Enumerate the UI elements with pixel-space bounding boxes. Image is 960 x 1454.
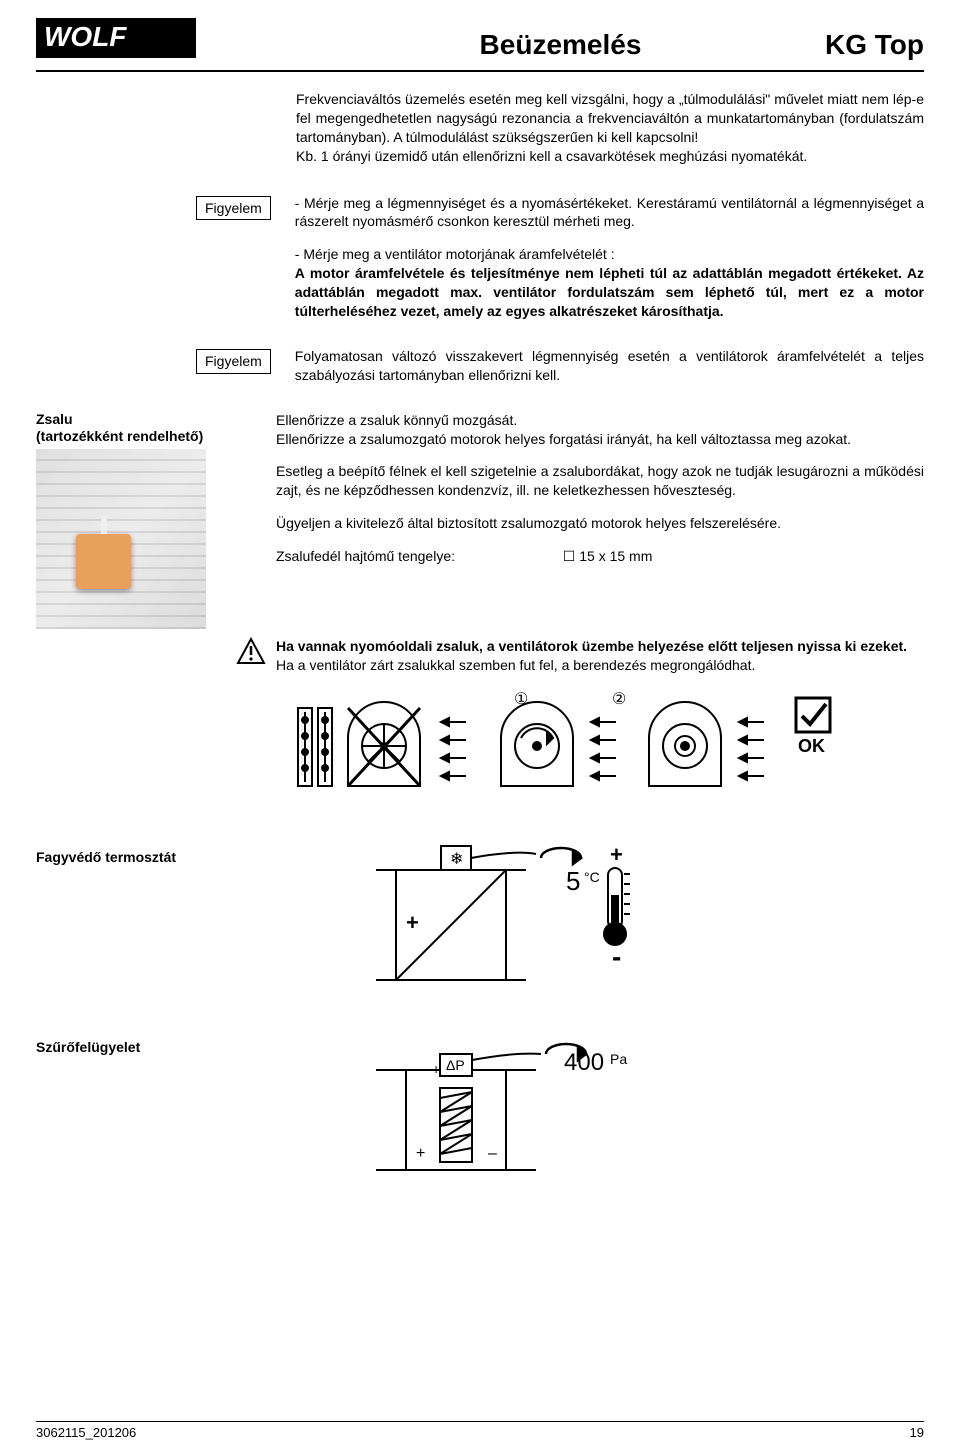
attention-label-2: Figyelem — [196, 349, 271, 374]
minus-icon: - — [612, 941, 621, 972]
svg-text:–: – — [476, 1061, 484, 1077]
frost-thermostat-section: Fagyvédő termosztát ❄ + — [36, 840, 924, 990]
attention1-p2-lead: - Mérje meg a ventilátor motorjának áram… — [295, 246, 615, 262]
attention1-p2: - Mérje meg a ventilátor motorjának áram… — [295, 245, 924, 321]
damper-p2: Ellenőrizze a zsalumozgató motorok helye… — [276, 430, 924, 449]
damper-title-line2: (tartozékként rendelhető) — [36, 428, 203, 444]
page-title: Beüzemelés — [480, 26, 642, 64]
footer-page-number: 19 — [910, 1424, 924, 1442]
ok-label: OK — [798, 736, 825, 756]
intro-p2: Kb. 1 órányi üzemidő után ellenőrizni ke… — [296, 147, 924, 166]
attention1-p1: - Mérje meg a légmennyiséget és a nyomás… — [295, 194, 924, 232]
square-icon: ☐ — [563, 548, 576, 564]
page-header: WOLF Beüzemelés KG Top — [36, 18, 924, 72]
damper-warn-text: Ha vannak nyomóoldali zsaluk, a ventilát… — [276, 637, 924, 675]
damper-title-line1: Zsalu — [36, 411, 73, 427]
filter-unit: Pa — [610, 1051, 627, 1067]
intro-text: Frekvenciaváltós üzemelés esetén meg kel… — [296, 90, 924, 166]
damper-p4: Ügyeljen a kivitelező által biztosított … — [276, 514, 924, 533]
damper-photo — [36, 449, 206, 629]
filter-monitor-diagram: ΔP + – + – 400 Pa — [366, 1030, 924, 1180]
dp-symbol: ΔP — [446, 1057, 465, 1073]
frost-thermostat-label: Fagyvédő termosztát — [36, 840, 366, 867]
filter-value: 400 — [564, 1049, 604, 1076]
damper-actuator-icon — [76, 534, 131, 589]
damper-shaft-value: 15 x 15 mm — [579, 548, 652, 564]
circle-2-label: ② — [612, 691, 626, 708]
damper-section: Zsalu (tartozékként rendelhető) Ellenőri… — [36, 411, 924, 629]
thermo-value: 5 — [566, 866, 580, 896]
attention1-p2-bold: A motor áramfelvétele és teljesítménye n… — [295, 265, 924, 319]
attention-block-1: Figyelem - Mérje meg a légmennyiséget és… — [196, 194, 924, 321]
product-title: KG Top — [825, 26, 924, 64]
damper-p1: Ellenőrizze a zsaluk könnyű mozgását. — [276, 411, 924, 430]
svg-text:+: + — [416, 1145, 425, 1162]
warning-triangle-icon — [236, 637, 266, 665]
frost-thermostat-diagram: ❄ + 5 °C — [366, 840, 924, 990]
plus-icon: + — [610, 842, 623, 867]
attention2-text: Folyamatosan változó visszakevert légmen… — [295, 347, 924, 385]
attention-block-2: Figyelem Folyamatosan változó visszakeve… — [196, 347, 924, 385]
wolf-logo: WOLF — [36, 18, 196, 64]
filter-monitor-section: Szűrőfelügyelet ΔP + – + — [36, 1030, 924, 1180]
damper-warn-plain: Ha a ventilátor zárt zsalukkal szemben f… — [276, 657, 755, 673]
fan-direction-diagram: ① ② OK — [296, 690, 924, 800]
svg-text:WOLF: WOLF — [44, 21, 127, 52]
damper-warning: Ha vannak nyomóoldali zsaluk, a ventilát… — [36, 637, 924, 675]
damper-shaft-row: Zsalufedél hajtómű tengelye: ☐ 15 x 15 m… — [276, 547, 924, 566]
damper-title: Zsalu (tartozékként rendelhető) — [36, 411, 276, 446]
damper-p3: Esetleg a beépítő félnek el kell szigete… — [276, 462, 924, 500]
thermo-unit: °C — [584, 869, 600, 885]
filter-monitor-label: Szűrőfelügyelet — [36, 1030, 366, 1057]
svg-text:+: + — [406, 910, 419, 935]
attention-label: Figyelem — [196, 196, 271, 221]
damper-warn-bold: Ha vannak nyomóoldali zsaluk, a ventilát… — [276, 638, 907, 654]
page-footer: 3062115_201206 19 — [36, 1421, 924, 1442]
footer-doc-id: 3062115_201206 — [36, 1424, 136, 1442]
damper-shaft-label: Zsalufedél hajtómű tengelye: — [276, 548, 455, 564]
intro-p1: Frekvenciaváltós üzemelés esetén meg kel… — [296, 90, 924, 147]
svg-text:❄: ❄ — [450, 851, 463, 868]
svg-text:–: – — [488, 1145, 497, 1162]
circle-1-label: ① — [514, 691, 528, 708]
svg-text:+: + — [432, 1061, 440, 1077]
